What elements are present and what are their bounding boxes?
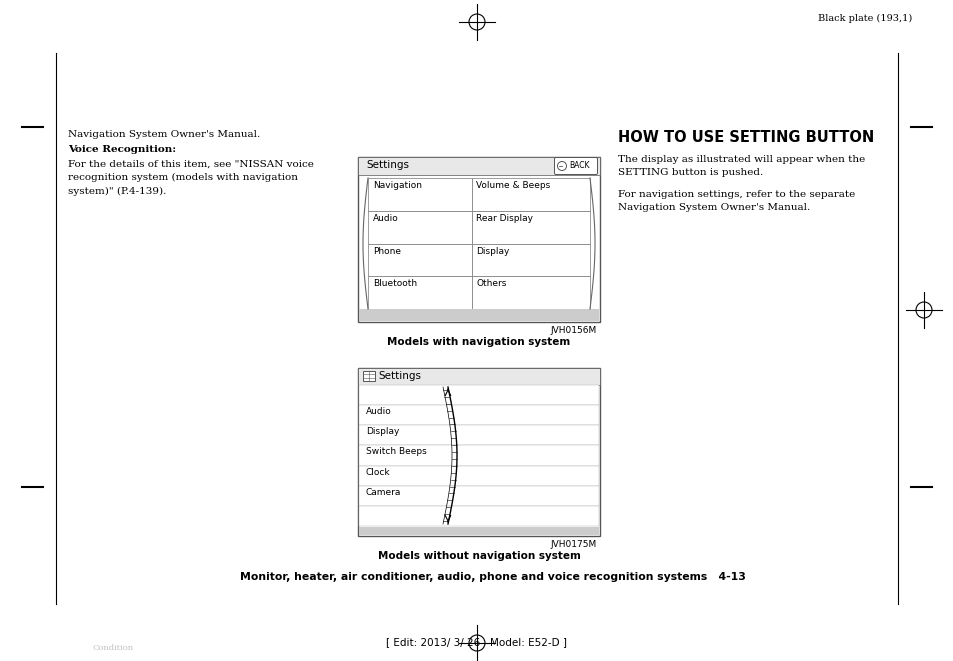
Text: Rear Display: Rear Display [476,214,533,223]
Text: BACK: BACK [568,161,589,170]
Bar [357,157,599,175]
Bar [472,243,589,276]
Text: For navigation settings, refer to the separate
Navigation System Owner's Manual.: For navigation settings, refer to the se… [618,190,854,212]
Bar [357,157,599,322]
Bar [368,276,472,309]
Text: Condition: Condition [92,644,134,652]
Text: Clock: Clock [366,467,390,477]
Text: HOW TO USE SETTING BUTTON: HOW TO USE SETTING BUTTON [618,130,873,145]
Bar [358,405,598,425]
Bar [357,368,599,536]
Text: Voice Recognition:: Voice Recognition: [68,145,176,154]
Bar [358,527,598,535]
Bar [358,425,598,446]
Text: For the details of this item, see "NISSAN voice
recognition system (models with : For the details of this item, see "NISSA… [68,160,314,196]
Text: Navigation System Owner's Manual.: Navigation System Owner's Manual. [68,130,260,139]
Text: JVH0175M: JVH0175M [550,540,597,549]
Bar [358,506,598,526]
Text: Display: Display [476,247,509,256]
Text: Settings: Settings [366,160,409,170]
Bar [368,178,472,211]
Text: Phone: Phone [373,247,400,256]
Text: Switch Beeps: Switch Beeps [366,447,426,457]
Bar [368,211,472,243]
Bar [472,276,589,309]
Bar [358,465,598,486]
Text: Audio: Audio [373,214,398,223]
Text: The display as illustrated will appear when the
SETTING button is pushed.: The display as illustrated will appear w… [618,155,864,177]
Text: Bluetooth: Bluetooth [373,279,416,288]
Bar [358,385,598,405]
Text: JVH0156M: JVH0156M [550,326,597,335]
Text: Navigation: Navigation [373,181,421,190]
Bar [358,446,598,465]
Text: Others: Others [476,279,506,288]
Text: Settings: Settings [377,371,420,381]
Text: Monitor, heater, air conditioner, audio, phone and voice recognition systems   4: Monitor, heater, air conditioner, audio,… [240,572,745,582]
Bar [472,211,589,243]
Text: Audio: Audio [366,407,392,416]
FancyBboxPatch shape [554,157,597,175]
Text: [ Edit: 2013/ 3/ 26   Model: E52-D ]: [ Edit: 2013/ 3/ 26 Model: E52-D ] [386,637,567,647]
Text: Camera: Camera [366,488,401,496]
Text: Models without navigation system: Models without navigation system [377,551,579,561]
Text: Volume & Beeps: Volume & Beeps [476,181,550,190]
Bar [363,371,375,381]
Text: Black plate (193,1): Black plate (193,1) [817,14,911,23]
Bar [368,243,472,276]
Text: Display: Display [366,427,399,436]
Bar [358,309,598,321]
Bar [472,178,589,211]
Bar [357,368,599,385]
Text: Models with navigation system: Models with navigation system [387,337,570,347]
Bar [358,486,598,506]
